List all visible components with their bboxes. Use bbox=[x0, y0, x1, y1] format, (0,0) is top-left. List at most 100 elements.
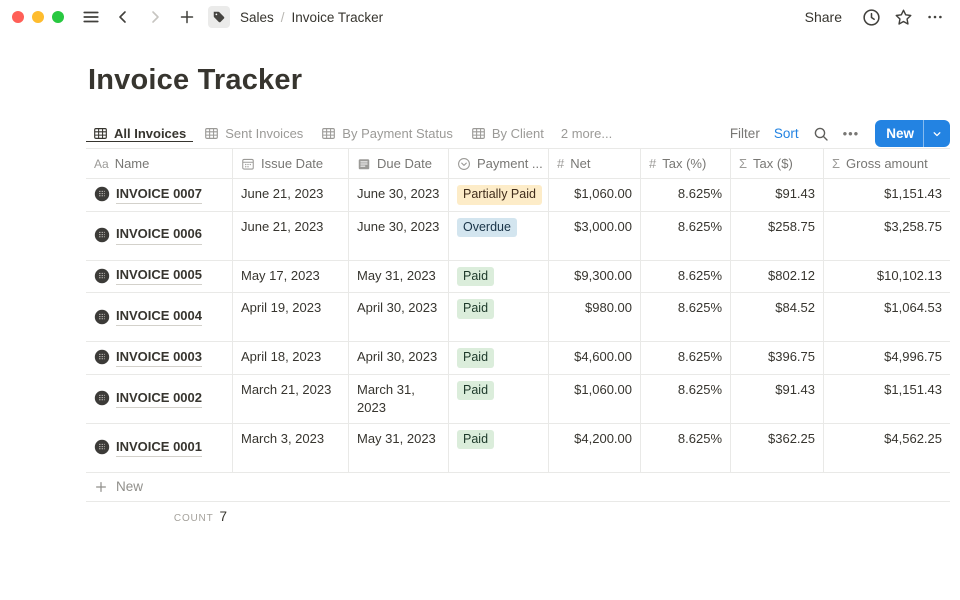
name-cell[interactable]: INVOICE 0005 bbox=[86, 260, 233, 292]
invoice-page-link[interactable]: INVOICE 0007 bbox=[116, 185, 202, 204]
search-icon[interactable] bbox=[813, 126, 829, 142]
tax-percent-cell[interactable]: 8.625% bbox=[641, 423, 731, 472]
tax-dollar-cell[interactable]: $362.25 bbox=[731, 423, 824, 472]
invoice-page-link[interactable]: INVOICE 0004 bbox=[116, 307, 202, 327]
nav-back-button[interactable] bbox=[112, 6, 134, 28]
minimize-window-button[interactable] bbox=[32, 11, 44, 23]
tax-dollar-cell[interactable]: $802.12 bbox=[731, 260, 824, 292]
payment-status-cell[interactable]: Overdue bbox=[449, 211, 549, 260]
filter-button[interactable]: Filter bbox=[729, 126, 760, 141]
tax-percent-cell[interactable]: 8.625% bbox=[641, 211, 731, 260]
tax-percent-cell[interactable]: 8.625% bbox=[641, 374, 731, 423]
new-page-button[interactable] bbox=[176, 6, 198, 28]
invoice-page-link[interactable]: INVOICE 0002 bbox=[116, 389, 202, 408]
issue-date-cell[interactable]: May 17, 2023 bbox=[233, 260, 349, 292]
invoice-page-link[interactable]: INVOICE 0003 bbox=[116, 348, 202, 367]
status-badge: Paid bbox=[457, 299, 495, 319]
column-header-name[interactable]: Aa Name bbox=[86, 149, 233, 178]
due-date-cell[interactable]: April 30, 2023 bbox=[349, 342, 449, 374]
column-header-tax[interactable]: Σ Tax ($) bbox=[731, 149, 824, 178]
net-cell[interactable]: $4,600.00 bbox=[549, 342, 641, 374]
due-date-cell[interactable]: March 31, 2023 bbox=[349, 374, 449, 423]
issue-date-cell[interactable]: March 21, 2023 bbox=[233, 374, 349, 423]
clock-icon[interactable] bbox=[860, 6, 882, 28]
net-cell[interactable]: $9,300.00 bbox=[549, 260, 641, 292]
net-cell[interactable]: $4,200.00 bbox=[549, 423, 641, 472]
column-header-issue-date[interactable]: Issue Date bbox=[233, 149, 349, 178]
column-header-due-date[interactable]: Due Date bbox=[349, 149, 449, 178]
invoice-page-link[interactable]: INVOICE 0006 bbox=[116, 225, 202, 245]
due-date-cell[interactable]: June 30, 2023 bbox=[349, 179, 449, 211]
due-date-cell[interactable]: May 31, 2023 bbox=[349, 260, 449, 292]
table-body: INVOICE 0007 June 21, 2023 June 30, 2023 Pa… bbox=[86, 179, 950, 473]
gross-amount-cell[interactable]: $10,102.13 bbox=[876, 267, 942, 283]
name-cell[interactable]: INVOICE 0001 bbox=[86, 423, 233, 472]
issue-date-cell[interactable]: April 18, 2023 bbox=[233, 342, 349, 374]
view-tab-sent-invoices[interactable]: Sent Invoices bbox=[197, 126, 310, 142]
tax-percent-cell[interactable]: 8.625% bbox=[641, 342, 731, 374]
payment-status-cell[interactable]: Paid bbox=[449, 260, 549, 292]
column-header-tax[interactable]: # Tax (%) bbox=[641, 149, 731, 178]
issue-date-cell[interactable]: June 21, 2023 bbox=[233, 179, 349, 211]
chevron-down-icon[interactable] bbox=[924, 129, 950, 139]
due-date-cell[interactable]: May 31, 2023 bbox=[349, 423, 449, 472]
gross-amount-cell[interactable]: $3,258.75 bbox=[884, 218, 942, 234]
tax-dollar-cell[interactable]: $91.43 bbox=[731, 179, 824, 211]
count-label[interactable]: count bbox=[173, 512, 214, 524]
breadcrumb-workspace[interactable]: Sales bbox=[240, 9, 274, 25]
column-header-payment[interactable]: Payment ... bbox=[449, 149, 549, 178]
column-header-net[interactable]: # Net bbox=[549, 149, 641, 178]
ellipsis-icon[interactable] bbox=[924, 6, 946, 28]
gross-amount-cell[interactable]: $4,562.25 bbox=[884, 430, 942, 446]
close-window-button[interactable] bbox=[12, 11, 24, 23]
net-cell[interactable]: $980.00 bbox=[549, 293, 641, 341]
issue-date-cell[interactable]: April 19, 2023 bbox=[233, 293, 349, 341]
payment-status-cell[interactable]: Paid bbox=[449, 423, 549, 472]
column-header-gross-amount[interactable]: Σ Gross amount bbox=[824, 149, 950, 178]
view-tab-all-invoices[interactable]: All Invoices bbox=[86, 126, 194, 142]
name-cell[interactable]: INVOICE 0007 bbox=[86, 179, 233, 211]
gross-amount-cell[interactable]: $1,151.43 bbox=[884, 381, 942, 397]
issue-date-cell[interactable]: June 21, 2023 bbox=[233, 211, 349, 260]
issue-date-cell[interactable]: March 3, 2023 bbox=[233, 423, 349, 472]
invoice-page-link[interactable]: INVOICE 0001 bbox=[116, 438, 202, 457]
name-cell[interactable]: INVOICE 0003 bbox=[86, 342, 233, 374]
page-emoji-chip[interactable] bbox=[208, 6, 230, 28]
gross-amount-cell[interactable]: $4,996.75 bbox=[884, 349, 942, 364]
net-cell[interactable]: $1,060.00 bbox=[549, 179, 641, 211]
tax-dollar-cell[interactable]: $396.75 bbox=[731, 342, 824, 374]
net-cell[interactable]: $3,000.00 bbox=[549, 211, 641, 260]
zoom-window-button[interactable] bbox=[52, 11, 64, 23]
star-icon[interactable] bbox=[892, 6, 914, 28]
name-cell[interactable]: INVOICE 0004 bbox=[86, 293, 233, 341]
tax-percent-cell[interactable]: 8.625% bbox=[641, 260, 731, 292]
tax-dollar-cell[interactable]: $91.43 bbox=[731, 374, 824, 423]
payment-status-cell[interactable]: Paid bbox=[449, 293, 549, 341]
view-tab-by-client[interactable]: By Client bbox=[464, 126, 551, 142]
sidebar-menu-icon[interactable] bbox=[80, 6, 102, 28]
nav-forward-button[interactable] bbox=[144, 6, 166, 28]
breadcrumb-page[interactable]: Invoice Tracker bbox=[291, 9, 384, 25]
name-cell[interactable]: INVOICE 0002 bbox=[86, 374, 233, 423]
payment-status-cell[interactable]: Paid bbox=[449, 342, 549, 374]
due-date-cell[interactable]: April 30, 2023 bbox=[349, 293, 449, 341]
gross-amount-cell[interactable]: $1,064.53 bbox=[884, 300, 942, 315]
tax-dollar-cell[interactable]: $84.52 bbox=[731, 293, 824, 341]
sort-button[interactable]: Sort bbox=[773, 126, 799, 141]
new-row-button[interactable]: New bbox=[86, 473, 950, 502]
tax-percent-cell[interactable]: 8.625% bbox=[641, 293, 731, 341]
invoice-page-link[interactable]: INVOICE 0005 bbox=[116, 266, 202, 286]
new-button[interactable]: New bbox=[875, 120, 950, 147]
share-button[interactable]: Share bbox=[804, 9, 842, 25]
due-date-cell[interactable]: June 30, 2023 bbox=[349, 211, 449, 260]
tax-dollar-cell[interactable]: $258.75 bbox=[731, 211, 824, 260]
tax-percent-cell[interactable]: 8.625% bbox=[641, 179, 731, 211]
view-options-ellipsis-icon[interactable]: ••• bbox=[842, 126, 860, 141]
payment-status-cell[interactable]: Paid bbox=[449, 374, 549, 423]
name-cell[interactable]: INVOICE 0006 bbox=[86, 211, 233, 260]
gross-amount-cell[interactable]: $1,151.43 bbox=[884, 186, 942, 201]
payment-status-cell[interactable]: Partially Paid bbox=[449, 179, 549, 211]
more-views-button[interactable]: 2 more... bbox=[560, 126, 613, 141]
view-tab-by-payment-status[interactable]: By Payment Status bbox=[314, 126, 460, 142]
net-cell[interactable]: $1,060.00 bbox=[549, 374, 641, 423]
